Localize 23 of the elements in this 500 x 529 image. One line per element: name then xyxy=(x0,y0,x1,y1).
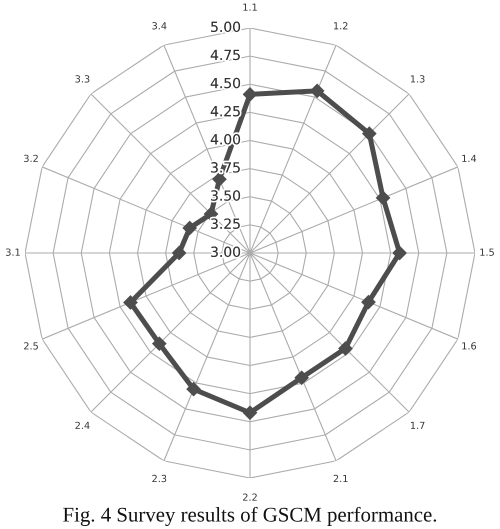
spoke-label: 1.4 xyxy=(462,154,476,162)
spoke-label: 2.4 xyxy=(75,422,90,429)
spoke-label: 2.1 xyxy=(334,474,348,482)
spoke-label: 3.3 xyxy=(75,75,90,83)
spoke-label: 1.1 xyxy=(243,4,257,11)
spoke-label: 2.5 xyxy=(24,342,38,350)
y-tick-label: 3.00 xyxy=(211,246,240,258)
text: Fig. 4 Survey results of GSCM performance. xyxy=(63,506,436,526)
y-tick-label: 4.50 xyxy=(210,78,240,88)
spoke-label: 1.6 xyxy=(462,342,476,350)
spoke-label: 3.4 xyxy=(152,22,166,30)
spoke-label: 1.5 xyxy=(480,248,494,256)
spoke-label: 3.2 xyxy=(24,154,38,162)
spoke-label: 1.7 xyxy=(410,422,424,429)
spoke-label: 1.2 xyxy=(334,22,348,30)
spoke-label: 2.3 xyxy=(152,474,166,482)
y-tick-label: 4.25 xyxy=(210,106,240,116)
y-tick-label: 5.00 xyxy=(211,22,240,32)
y-tick-label: 4.75 xyxy=(210,50,240,60)
spoke-label: 3.1 xyxy=(6,248,20,256)
spoke-label: 1.3 xyxy=(410,75,425,83)
spoke-label: 2.2 xyxy=(242,493,257,501)
y-tick-label: 3.25 xyxy=(211,218,240,229)
